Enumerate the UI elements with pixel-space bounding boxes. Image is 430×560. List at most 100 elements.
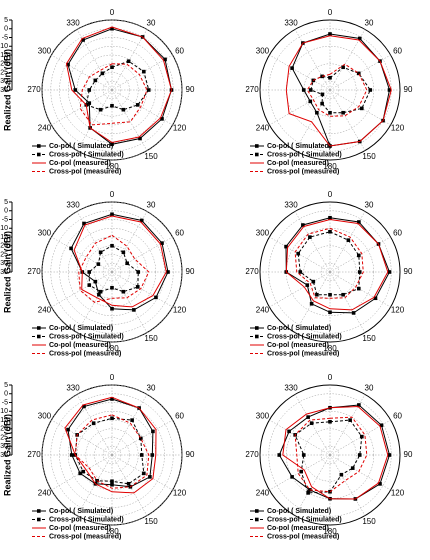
series-line <box>73 215 167 308</box>
marker <box>121 250 126 255</box>
marker <box>290 66 294 70</box>
grid-ring <box>321 81 339 99</box>
theta-tick-label: 150 <box>362 334 376 343</box>
legend-label: Co-pol (measured) <box>267 525 329 532</box>
marker <box>360 434 364 439</box>
marker <box>328 32 332 36</box>
marker <box>97 292 101 297</box>
theta-tick-label: 270 <box>27 450 41 459</box>
legend-label: Co-pol ( Simulated) <box>49 143 113 150</box>
marker <box>148 475 152 479</box>
theta-tick-label: 0 <box>110 373 115 382</box>
marker <box>328 110 332 115</box>
theta-tick-label: 0 <box>328 8 333 17</box>
marker <box>110 65 114 70</box>
r-tick-label: -35 <box>0 452 8 459</box>
spoke <box>329 454 366 516</box>
marker <box>357 270 362 274</box>
legend-label: Co-pol (measured) <box>49 160 111 167</box>
marker <box>126 59 131 64</box>
series-line <box>278 404 391 500</box>
legend-label: Co-pol ( Simulated) <box>267 508 331 515</box>
marker <box>306 415 310 419</box>
spoke <box>51 271 113 308</box>
marker <box>339 472 344 477</box>
theta-tick-label: 150 <box>144 517 158 526</box>
marker <box>351 311 356 315</box>
marker <box>163 57 167 62</box>
legend-label: Cross-pol (measured) <box>267 533 339 540</box>
legend-label: Cross-pol (measured) <box>49 533 121 540</box>
legend-label: Cross-pol ( Simulated) <box>49 151 124 158</box>
legend-label: Cross-pol (measured) <box>267 350 339 357</box>
marker <box>139 453 144 457</box>
marker <box>110 26 114 31</box>
marker <box>121 289 126 294</box>
spoke <box>51 454 113 491</box>
marker <box>82 404 86 409</box>
marker <box>69 453 74 457</box>
theta-tick-label: 330 <box>284 200 298 209</box>
marker <box>315 110 319 115</box>
marker <box>110 479 114 484</box>
marker <box>125 261 129 266</box>
marker <box>341 65 345 70</box>
marker <box>87 88 92 92</box>
r-tick-label: 5 <box>4 382 8 389</box>
spoke <box>111 419 173 456</box>
theta-tick-label: 30 <box>365 200 374 209</box>
theta-tick-label: 120 <box>173 124 187 133</box>
grid-ring <box>41 384 183 526</box>
polar-chart: 030609012015018024027030033050-5-10-15-2… <box>0 190 195 357</box>
legend-marker <box>255 144 259 148</box>
r-tick-label: -30 <box>0 260 8 267</box>
theta-tick-label: 270 <box>245 450 259 459</box>
polar-chart: 0 30 60 90 120 150 180 240 270 300 330 Co-pol ( Sim… <box>245 8 413 175</box>
grid-ring <box>94 437 130 473</box>
r-tick-label: -10 <box>0 408 8 415</box>
grid-ring <box>76 419 148 491</box>
marker <box>306 491 310 495</box>
legend-label: Co-pol (measured) <box>267 160 329 167</box>
spoke <box>76 271 113 333</box>
marker <box>160 117 164 121</box>
r-tick-label: -35 <box>0 269 8 276</box>
grid-ring <box>286 228 374 316</box>
theta-tick-label: 60 <box>393 412 402 421</box>
marker <box>298 270 303 274</box>
theta-tick-label: 330 <box>284 18 298 27</box>
grid-ring <box>41 201 183 343</box>
series-line <box>291 33 391 147</box>
grid-ring <box>85 428 139 482</box>
theta-tick-label: 270 <box>245 267 259 276</box>
spoke <box>329 271 366 333</box>
series-line <box>306 63 368 117</box>
grid-ring <box>286 46 374 134</box>
legend-label: Co-pol (measured) <box>267 342 329 349</box>
series-line <box>65 26 173 144</box>
r-tick-label: -5 <box>2 216 8 223</box>
marker <box>66 62 70 67</box>
r-tick-label: 0 <box>4 391 8 398</box>
marker <box>138 436 143 441</box>
spoke <box>51 419 113 456</box>
marker <box>308 99 313 104</box>
marker <box>356 71 361 76</box>
series-line <box>285 35 392 147</box>
marker <box>348 418 352 422</box>
marker <box>356 253 361 258</box>
marker <box>357 220 361 224</box>
theta-tick-label: 90 <box>186 450 195 459</box>
theta-tick-label: 90 <box>404 450 413 459</box>
theta-tick-label: 240 <box>256 306 270 315</box>
legend-label: Cross-pol ( Simulated) <box>49 516 124 523</box>
spoke <box>51 236 113 273</box>
grid-ring <box>50 210 174 334</box>
theta-tick-label: 330 <box>66 18 80 27</box>
marker <box>301 223 305 227</box>
theta-tick-label: 180 <box>105 527 119 536</box>
legend-label: Cross-pol (measured) <box>267 168 339 175</box>
grid-ring <box>41 19 183 161</box>
polar-chart: 030609012015018024027030033050-5-10-15-2… <box>0 373 195 540</box>
legend-label: Co-pol ( Simulated) <box>49 325 113 332</box>
